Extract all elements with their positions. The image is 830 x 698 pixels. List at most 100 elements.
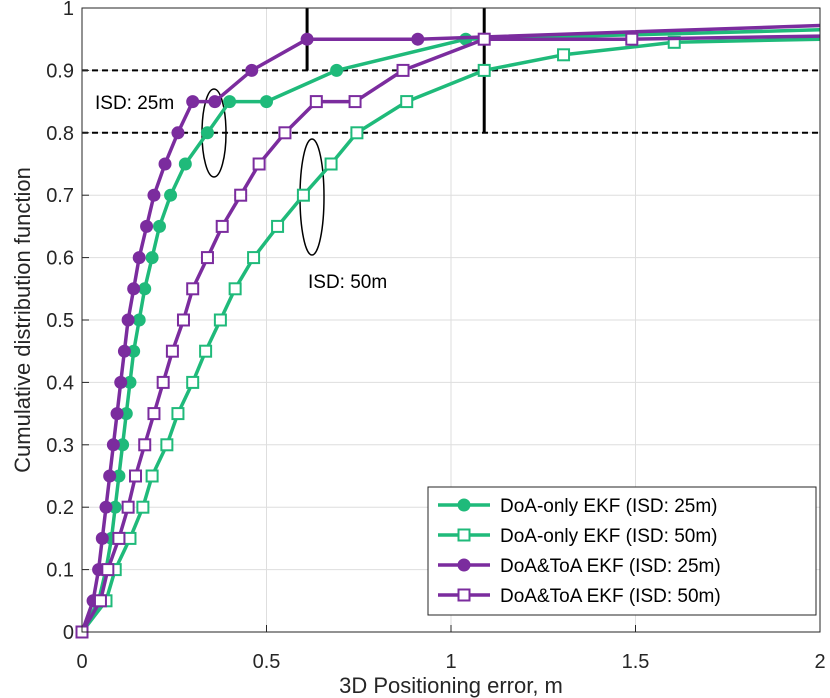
- series-1-point-5: [145, 469, 159, 483]
- y-tick-label-0: 0: [63, 622, 74, 644]
- series-2-point-11: [127, 282, 141, 296]
- series-3-point-1: [93, 594, 107, 608]
- series-2-point-20: [300, 32, 314, 46]
- series-3-point-18: [348, 95, 362, 109]
- series-2-point-19: [245, 63, 259, 77]
- series-2: [75, 23, 821, 639]
- series-3-point-5: [129, 469, 143, 483]
- series-0: [75, 28, 821, 639]
- series-3-point-14: [234, 188, 248, 202]
- series-1-point-6: [160, 438, 174, 452]
- series-2-point-17: [186, 95, 200, 109]
- series-1-point-4: [136, 500, 150, 514]
- y-tick-label-4: 0.4: [46, 372, 74, 394]
- series-0-point-17: [223, 95, 237, 109]
- series-2-point-7: [110, 407, 124, 421]
- x-tick-label-2: 1: [445, 651, 456, 673]
- series-2-point-14: [147, 188, 161, 202]
- series-3-point-11: [186, 282, 200, 296]
- x-tick-label-1: 0.5: [253, 651, 281, 673]
- x-tick-label-0: 0: [76, 651, 87, 673]
- y-tick-label-8: 0.8: [46, 123, 74, 145]
- series-0-point-14: [164, 188, 178, 202]
- series-2-point-16: [171, 126, 185, 140]
- annotations: ISD: 25m ISD: 50m: [95, 93, 387, 293]
- series-1-point-14: [296, 188, 310, 202]
- y-tick-label-10: 1: [63, 0, 74, 20]
- series-layer: [75, 23, 821, 639]
- series-3-point-13: [215, 219, 229, 233]
- series-1-point-8: [186, 375, 200, 389]
- y-tick-label-1: 0.1: [46, 560, 74, 582]
- series-0-point-15: [178, 157, 192, 171]
- series-1-point-15: [324, 157, 338, 171]
- y-tick-label-2: 0.2: [46, 497, 74, 519]
- y-tick-label-3: 0.3: [46, 435, 74, 457]
- legend: DoA-only EKF (ISD: 25m) DoA-only EKF (ISD…: [427, 486, 817, 616]
- series-line-0: [80, 28, 821, 633]
- series-2-point-13: [140, 219, 154, 233]
- series-3-point-12: [200, 251, 214, 265]
- series-1-point-12: [247, 251, 261, 265]
- series-2-point-4: [99, 500, 113, 514]
- series-2-point-9: [117, 344, 131, 358]
- series-1-point-11: [228, 282, 242, 296]
- y-tick-label-6: 0.6: [46, 248, 74, 270]
- legend-label-2: DoA&ToA EKF (ISD: 25m): [500, 556, 721, 577]
- legend-box: [427, 486, 817, 616]
- series-3-point-17: [309, 95, 323, 109]
- series-3-point-21: [625, 32, 639, 46]
- annotation-label-0: ISD: 25m: [95, 93, 174, 114]
- series-2-point-18: [208, 95, 222, 109]
- series-0-point-12: [145, 251, 159, 265]
- series-1-point-7: [171, 407, 185, 421]
- series-3-point-4: [121, 500, 135, 514]
- series-2-point-8: [114, 375, 128, 389]
- legend-marker-1: [457, 528, 471, 542]
- y-axis-label: Cumulative distribution function: [10, 167, 35, 473]
- series-0-point-13: [152, 219, 166, 233]
- series-0-point-10: [132, 313, 146, 327]
- series-1-point-16: [350, 126, 364, 140]
- series-line-1: [80, 37, 821, 634]
- x-axis-label: 3D Positioning error, m: [339, 673, 563, 698]
- series-3-point-20: [477, 32, 491, 46]
- y-tick-label-7: 0.7: [46, 185, 74, 207]
- series-3-point-2: [101, 563, 115, 577]
- series-2-point-3: [95, 531, 109, 545]
- series-2-point-10: [121, 313, 135, 327]
- legend-label-0: DoA-only EKF (ISD: 25m): [500, 496, 718, 517]
- series-3-point-19: [396, 63, 410, 77]
- series-1-point-18: [477, 63, 491, 77]
- series-0-point-18: [260, 95, 273, 109]
- series-3-point-6: [138, 438, 152, 452]
- y-tick-label-5: 0.5: [46, 310, 74, 332]
- legend-marker-3: [457, 588, 471, 602]
- legend-marker-2: [457, 558, 471, 572]
- series-1-point-13: [271, 219, 285, 233]
- series-1-point-19: [557, 48, 571, 62]
- series-2-point-12: [132, 251, 146, 265]
- y-tick-label-9: 0.9: [46, 60, 74, 82]
- series-0-point-19: [330, 63, 344, 77]
- series-3: [75, 32, 821, 639]
- series-3-point-8: [156, 375, 170, 389]
- series-3-point-15: [252, 157, 266, 171]
- series-3-point-7: [147, 407, 161, 421]
- axis-ticks: 0 0.5 1 1.5 2 0 0.1 0.2 0.3 0.4 0.5 0.6 0.7 0.8 0.9 1: [46, 0, 825, 673]
- series-2-point-5: [103, 469, 117, 483]
- series-1-point-10: [213, 313, 227, 327]
- series-2-point-6: [106, 438, 120, 452]
- series-3-point-3: [112, 531, 126, 545]
- legend-label-3: DoA&ToA EKF (ISD: 50m): [500, 586, 721, 607]
- series-2-point-21: [411, 32, 425, 46]
- legend-marker-0: [457, 498, 471, 512]
- x-tick-label-4: 2: [814, 651, 825, 673]
- series-2-point-15: [158, 157, 172, 171]
- series-3-point-10: [176, 313, 190, 327]
- series-3-point-16: [278, 126, 292, 140]
- legend-label-1: DoA-only EKF (ISD: 50m): [500, 526, 718, 547]
- x-tick-label-3: 1.5: [622, 651, 650, 673]
- annotation-label-1: ISD: 50m: [308, 272, 387, 293]
